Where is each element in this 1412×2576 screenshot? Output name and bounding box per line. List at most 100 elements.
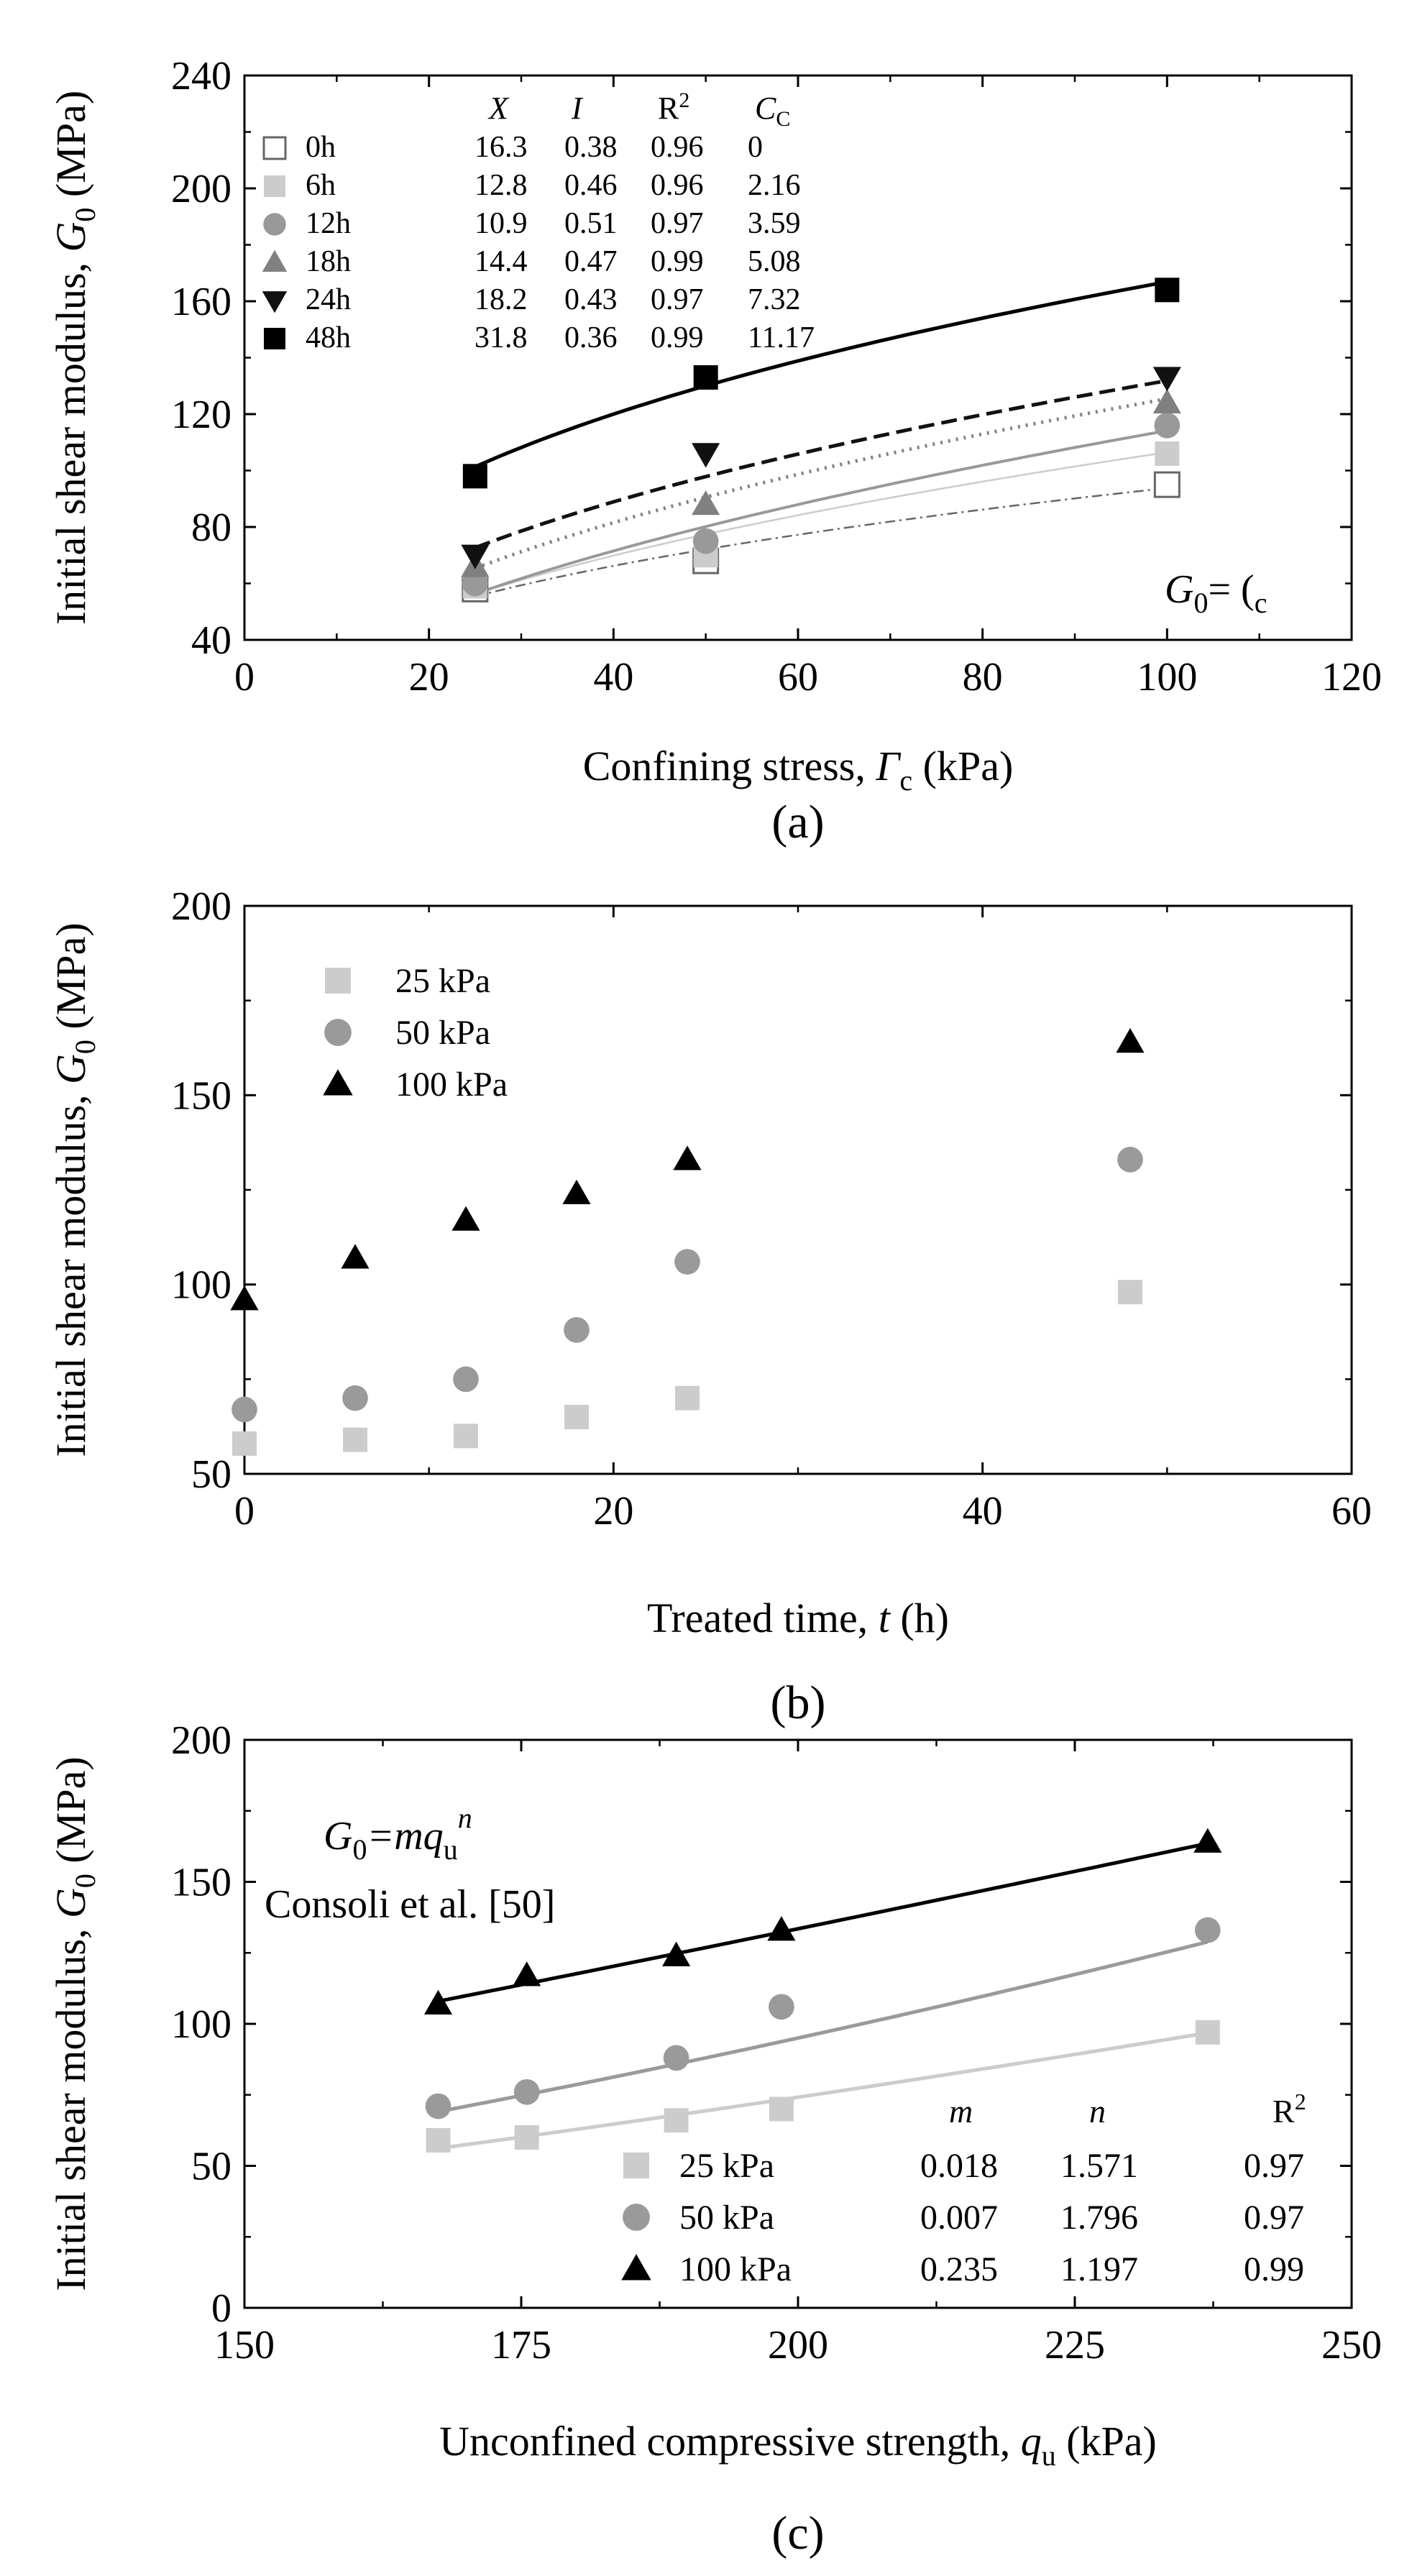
panel-b-chart: 0 20 40 60 50 100 150 200 Treated time, t (h) Ini…	[47, 884, 1372, 1729]
panel-c-x-tick-label: 250	[1321, 2323, 1382, 2368]
panel-c-legend-marker	[623, 2204, 650, 2231]
panel-a-fit-line-48h	[474, 280, 1168, 469]
panel-c-fit-line-25-kpa	[438, 2031, 1209, 2150]
panel-b-y-tick-label: 50	[191, 1452, 231, 1497]
panel-a-point-24h	[1152, 367, 1181, 392]
panel-c-point-100-kpa	[662, 1941, 691, 1966]
panel-c-point-100-kpa	[767, 1916, 796, 1941]
panel-a-table-cell: 0.51	[564, 207, 618, 240]
panel-b-point-100-kpa	[451, 1206, 480, 1231]
panel-c-chart: 150 175 200 225 250 0 50 100 150 200 Unconfined co…	[47, 1718, 1382, 2559]
panel-c-table-cell: 1.571	[1060, 2147, 1138, 2185]
panel-a-x-tick-label: 40	[593, 655, 633, 700]
panel-b-point-100-kpa	[230, 1285, 259, 1311]
panel-a-fit-line-6h	[475, 451, 1168, 595]
panel-a-table-cell: 12.8	[475, 169, 528, 202]
panel-b-point-50-kpa	[342, 1385, 368, 1411]
panel-c-reference: Consoli et al. [50]	[265, 1882, 555, 1927]
panel-b-point-25-kpa	[232, 1431, 257, 1456]
panel-a-point-48h	[1155, 278, 1180, 303]
panel-a-table-cell: 0.99	[651, 321, 704, 354]
panel-b-point-100-kpa	[562, 1179, 591, 1204]
panel-a-y-tick-label: 240	[171, 54, 231, 98]
panel-a-table-cell: 0.97	[651, 283, 704, 316]
panel-a-legend-label: 24h	[306, 283, 351, 316]
panel-a-table-cell: 18.2	[475, 283, 528, 316]
panel-b-label: (b)	[771, 1677, 826, 1729]
panel-a-point-48h	[693, 365, 718, 390]
panel-a-y-axis-label: Initial shear modulus, G0 (MPa)	[47, 91, 101, 625]
panel-b-point-100-kpa	[1116, 1028, 1145, 1053]
panel-c-point-25-kpa	[514, 2125, 539, 2150]
panel-b-point-25-kpa	[675, 1385, 700, 1411]
panel-a-table-cell: 0.99	[651, 245, 704, 278]
panel-a-equation: G0= (c	[1165, 567, 1267, 619]
panel-b-legend-label: 100 kPa	[395, 1065, 508, 1104]
panel-a-table-cell: 0.96	[651, 169, 704, 202]
panel-a-point-24h	[461, 544, 490, 569]
panel-a-y-tick-label: 200	[171, 167, 231, 211]
panel-a-table-cell: 0.96	[651, 131, 704, 164]
panel-c-point-100-kpa	[1193, 1828, 1222, 1853]
panel-a-table-cell: 7.32	[748, 283, 801, 316]
panel-c-point-50-kpa	[769, 1994, 794, 2020]
panel-a-legend-marker	[262, 291, 288, 313]
panel-c-point-50-kpa	[1194, 1917, 1221, 1943]
panel-a-y-tick-label: 160	[171, 280, 231, 324]
panel-c-table-header: R2	[1273, 2089, 1306, 2130]
panel-a-point-48h	[462, 464, 487, 489]
panel-c-table-cell: 1.197	[1060, 2250, 1138, 2288]
panel-c-table-header: n	[1089, 2093, 1106, 2130]
panel-a-point-6h	[1155, 441, 1180, 466]
panel-c-y-tick-label: 50	[191, 2145, 231, 2189]
panel-b-legend-label: 25 kPa	[395, 962, 490, 1000]
panel-c-label: (c)	[771, 2507, 824, 2559]
panel-a-table-header: X	[487, 91, 510, 126]
panel-a-table-cell: 0.47	[564, 245, 618, 278]
panel-b-point-50-kpa	[1117, 1147, 1143, 1173]
panel-c-point-50-kpa	[663, 2045, 689, 2071]
panel-a-table-cell: 5.08	[748, 245, 801, 278]
panel-c-y-tick-label: 200	[171, 1718, 231, 1763]
panel-c-equation: G0=mqun	[324, 1802, 472, 1866]
panel-c-legend-marker	[621, 2254, 651, 2281]
panel-b-y-tick-label: 150	[171, 1073, 231, 1118]
panel-a-legend-marker	[262, 136, 287, 160]
panel-c-x-tick-label: 150	[214, 2323, 275, 2368]
panel-a-legend-marker	[264, 328, 285, 349]
panel-a-table-cell: 0.46	[564, 169, 618, 202]
panel-c-table-cell: 0.007	[920, 2199, 998, 2237]
panel-b-point-50-kpa	[674, 1249, 700, 1275]
panel-b-legend-label: 50 kPa	[395, 1014, 490, 1052]
panel-b-point-25-kpa	[564, 1405, 589, 1429]
panel-a-legend-label: 0h	[306, 131, 336, 164]
panel-b-point-25-kpa	[1118, 1280, 1142, 1305]
panel-a-fit-line-0h	[475, 487, 1168, 597]
panel-c-y-tick-label: 100	[171, 2002, 231, 2047]
panel-c-point-50-kpa	[513, 2078, 540, 2105]
panel-a-label: (a)	[771, 796, 824, 848]
panel-a-table-cell: 0.36	[564, 321, 618, 354]
panel-a-x-axis-label: Confining stress, Γc (kPa)	[583, 743, 1014, 797]
panel-b-y-tick-label: 200	[171, 884, 231, 929]
panel-a-legend-label: 18h	[306, 245, 351, 278]
panel-a-table-cell: 0	[748, 131, 763, 164]
panel-a-x-tick-label: 100	[1137, 655, 1197, 700]
panel-a-legend-marker	[262, 249, 288, 272]
panel-a-x-tick-label: 60	[778, 655, 818, 700]
panel-a-table-cell: 0.43	[564, 283, 618, 316]
panel-a-legend-label: 6h	[306, 169, 336, 202]
panel-a-x-tick-label: 80	[963, 655, 1003, 700]
panel-a-legend-label: 12h	[306, 207, 351, 240]
panel-a-y-tick-label: 120	[171, 393, 231, 437]
panel-c-fit-line-50-kpa	[438, 1940, 1209, 2114]
panel-b-x-tick-label: 0	[234, 1489, 255, 1534]
panel-c-table-cell: 0.018	[920, 2147, 998, 2185]
panel-a-table-cell: 0.38	[564, 131, 618, 164]
panel-c-table-cell: 0.97	[1244, 2199, 1304, 2237]
panel-a-legend-marker	[263, 213, 286, 236]
panel-c-point-25-kpa	[664, 2108, 689, 2133]
panel-c-fit-line-100-kpa	[438, 1841, 1209, 2004]
panel-b-point-100-kpa	[673, 1145, 702, 1170]
panel-a-y-tick-label: 80	[191, 505, 231, 550]
